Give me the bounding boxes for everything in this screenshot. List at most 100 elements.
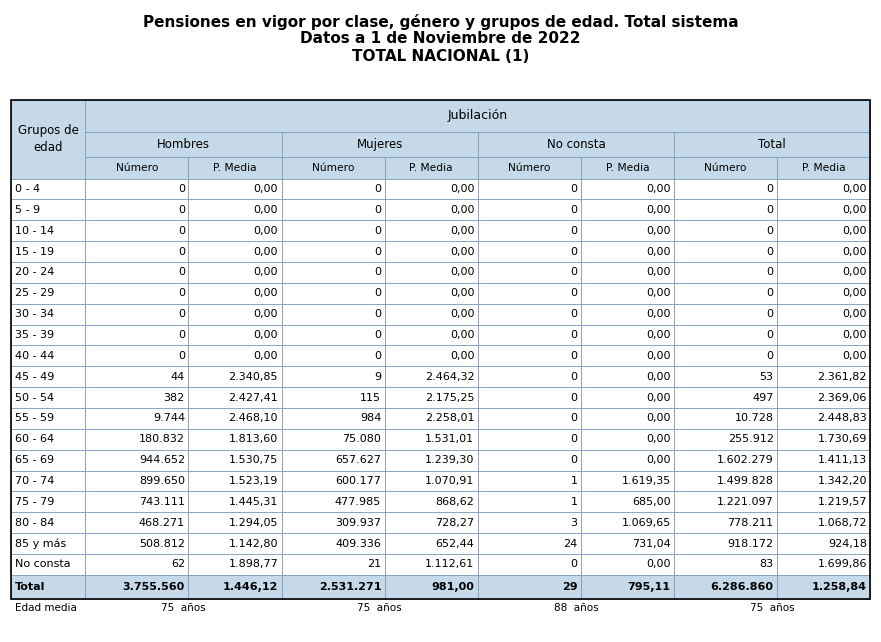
Bar	[674, 200, 777, 220]
Bar	[777, 200, 870, 220]
Bar	[11, 304, 85, 324]
Bar	[11, 471, 85, 491]
Text: 0: 0	[766, 205, 774, 215]
Text: 1.602.279: 1.602.279	[717, 455, 774, 465]
Bar	[478, 387, 581, 408]
Bar	[777, 304, 870, 324]
Bar	[282, 304, 385, 324]
Bar	[11, 449, 85, 471]
Text: 9.744: 9.744	[152, 413, 185, 423]
Bar	[189, 471, 282, 491]
Text: 0: 0	[766, 330, 774, 340]
Bar	[478, 533, 581, 554]
Text: 0: 0	[570, 559, 577, 569]
Bar	[85, 324, 189, 345]
Bar	[189, 429, 282, 449]
Text: 70 - 74: 70 - 74	[15, 476, 55, 486]
Text: No consta: No consta	[546, 138, 605, 151]
Text: 0: 0	[178, 247, 185, 257]
Bar	[674, 283, 777, 304]
Text: 0,00: 0,00	[646, 351, 670, 361]
Bar	[11, 178, 85, 200]
Bar	[777, 178, 870, 200]
Text: 497: 497	[752, 392, 774, 403]
Text: 468.271: 468.271	[139, 517, 185, 528]
Text: 899.650: 899.650	[139, 476, 185, 486]
Text: 0,00: 0,00	[450, 184, 474, 194]
Bar	[189, 512, 282, 533]
Bar	[674, 491, 777, 512]
Text: Hombres: Hombres	[157, 138, 210, 151]
Text: 0: 0	[570, 267, 577, 277]
Text: 868,62: 868,62	[435, 497, 474, 507]
Bar	[385, 533, 478, 554]
Bar	[385, 200, 478, 220]
Text: 0,00: 0,00	[842, 267, 867, 277]
Text: 80 - 84: 80 - 84	[15, 517, 55, 528]
Bar	[282, 366, 385, 387]
Bar	[189, 491, 282, 512]
Text: 75  años: 75 años	[358, 603, 402, 613]
Text: 0: 0	[374, 267, 381, 277]
Text: 5 - 9: 5 - 9	[15, 205, 41, 215]
Bar	[581, 324, 674, 345]
Text: 1.342,20: 1.342,20	[818, 476, 867, 486]
Bar	[85, 345, 189, 366]
Text: 1.069,65: 1.069,65	[621, 517, 670, 528]
Bar	[581, 449, 674, 471]
Bar	[478, 575, 581, 599]
Bar	[85, 100, 870, 132]
Bar	[674, 324, 777, 345]
Text: 2.448,83: 2.448,83	[818, 413, 867, 423]
Bar	[385, 324, 478, 345]
Bar	[478, 366, 581, 387]
Bar	[581, 575, 674, 599]
Bar	[478, 283, 581, 304]
Bar	[581, 241, 674, 262]
Text: 2.361,82: 2.361,82	[818, 372, 867, 381]
Text: 0,00: 0,00	[646, 330, 670, 340]
Text: 30 - 34: 30 - 34	[15, 309, 54, 319]
Bar	[777, 575, 870, 599]
Bar	[85, 132, 282, 157]
Bar	[674, 533, 777, 554]
Bar	[11, 491, 85, 512]
Bar	[581, 178, 674, 200]
Bar	[777, 387, 870, 408]
Bar	[777, 262, 870, 283]
Text: 0,00: 0,00	[254, 288, 278, 299]
Bar	[282, 345, 385, 366]
Text: 0: 0	[374, 205, 381, 215]
Text: 0,00: 0,00	[842, 351, 867, 361]
Bar	[385, 387, 478, 408]
Text: P. Media: P. Media	[802, 162, 846, 173]
Bar	[385, 408, 478, 429]
Text: 255.912: 255.912	[728, 434, 774, 444]
Bar	[478, 157, 581, 178]
Bar	[11, 387, 85, 408]
Text: 25 - 29: 25 - 29	[15, 288, 55, 299]
Text: 0,00: 0,00	[842, 309, 867, 319]
Text: 2.369,06: 2.369,06	[818, 392, 867, 403]
Bar	[581, 387, 674, 408]
Text: 21: 21	[367, 559, 381, 569]
Text: 0,00: 0,00	[842, 226, 867, 236]
Text: 75 - 79: 75 - 79	[15, 497, 55, 507]
Bar	[478, 262, 581, 283]
Bar	[85, 429, 189, 449]
Bar	[777, 429, 870, 449]
Bar	[581, 262, 674, 283]
Text: 477.985: 477.985	[335, 497, 381, 507]
Text: 1.898,77: 1.898,77	[228, 559, 278, 569]
Text: 1.531,01: 1.531,01	[426, 434, 474, 444]
Text: 1.530,75: 1.530,75	[229, 455, 278, 465]
Bar	[777, 449, 870, 471]
Bar	[674, 387, 777, 408]
Text: 1: 1	[570, 497, 577, 507]
Text: 0 - 4: 0 - 4	[15, 184, 41, 194]
Text: 0: 0	[766, 247, 774, 257]
Bar	[282, 220, 385, 241]
Bar	[777, 157, 870, 178]
Bar	[189, 283, 282, 304]
Bar	[85, 408, 189, 429]
